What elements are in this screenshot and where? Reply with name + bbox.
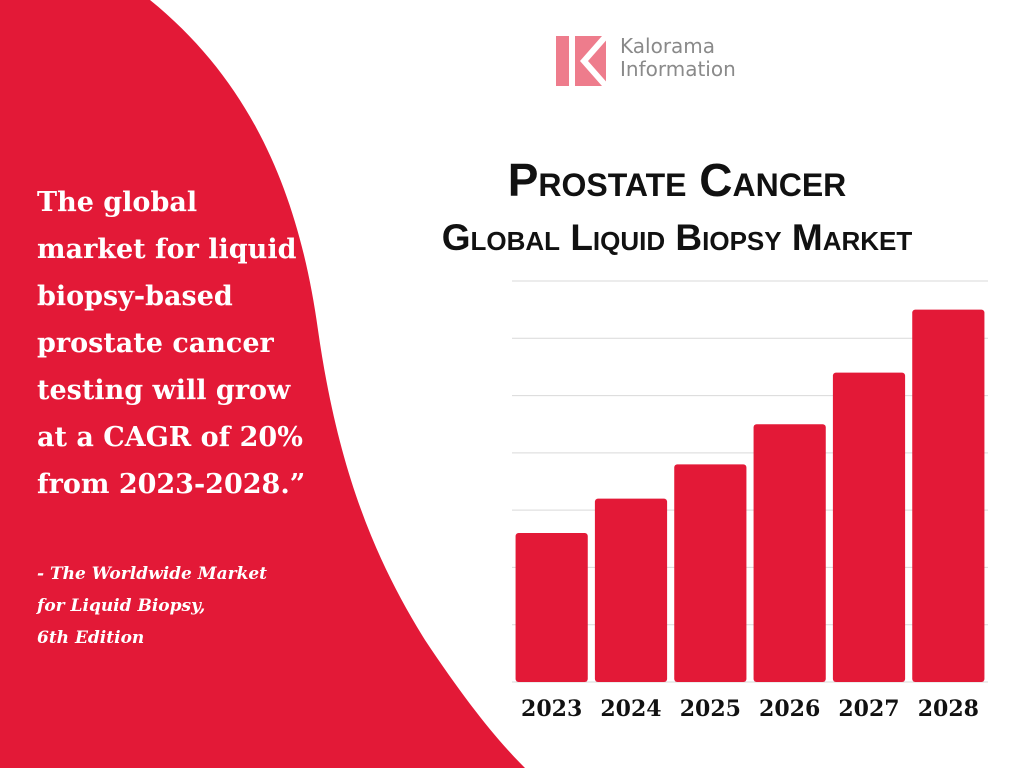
bar <box>594 498 668 682</box>
x-tick-label: 2028 <box>918 696 979 722</box>
chart-subtitle: Global Liquid Biopsy Market <box>442 217 913 258</box>
logo-text: Kalorama <box>620 34 715 58</box>
quote-line: testing will grow <box>37 375 291 406</box>
quote-line: market for liquid <box>37 234 297 265</box>
source-line: 6th Edition <box>37 628 144 648</box>
source-line: for Liquid Biopsy, <box>36 596 205 616</box>
x-tick-label: 2023 <box>521 696 582 722</box>
quote-line: biopsy-based <box>37 281 233 312</box>
bar <box>832 372 906 682</box>
source-line: - The Worldwide Market <box>37 564 267 584</box>
quote-line: from 2023-2028.” <box>37 469 305 500</box>
logo: Kalorama Information <box>556 34 736 88</box>
bar <box>912 309 985 682</box>
quote-line: The global <box>37 187 197 218</box>
quote: The global market for liquid biopsy-based p… <box>36 187 305 648</box>
chart-title: Prostate Cancer <box>508 154 847 206</box>
red-backdrop <box>0 0 525 768</box>
x-tick-label: 2026 <box>759 696 820 722</box>
quote-line: at a CAGR of 20% <box>37 422 303 453</box>
logo-text: Information <box>620 57 736 81</box>
bar <box>753 424 826 682</box>
quote-line: prostate cancer <box>37 328 275 359</box>
x-tick-label: 2024 <box>600 696 661 722</box>
logo-k <box>569 34 609 88</box>
bar <box>674 464 747 682</box>
x-tick-label: 2027 <box>838 696 899 722</box>
plot: 2023 2024 2025 2026 2027 2028 <box>512 280 988 722</box>
x-tick-label: 2025 <box>680 696 741 722</box>
bar <box>515 533 588 682</box>
